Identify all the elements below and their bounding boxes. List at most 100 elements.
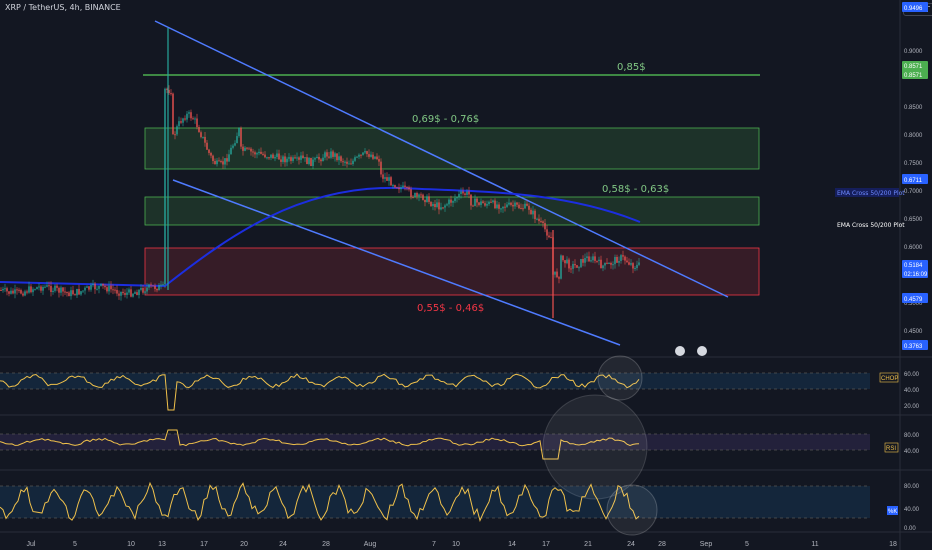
candle-body — [30, 286, 32, 293]
candle-body — [444, 205, 446, 208]
candle-body — [626, 260, 628, 263]
candle-body — [224, 158, 226, 165]
candle-body — [340, 156, 342, 162]
candle-body — [348, 163, 350, 165]
candle-body — [324, 152, 326, 158]
candle-body — [504, 206, 506, 208]
candle-body — [432, 204, 434, 207]
candle-body — [352, 160, 354, 165]
candle-body — [484, 203, 486, 206]
candle-body — [360, 154, 362, 156]
candle-body — [90, 284, 92, 290]
event-flag-icon[interactable] — [697, 346, 707, 356]
candle-body — [282, 156, 284, 162]
rsi-label: RSI — [886, 446, 896, 452]
candle-body — [330, 151, 332, 158]
candle-body — [288, 157, 290, 159]
candle-body — [398, 187, 400, 190]
candle-body — [42, 286, 44, 291]
time-tick: 10 — [127, 541, 135, 548]
candle-body — [320, 159, 322, 162]
time-axis[interactable]: Jul 5 10 13 17 20 24 28 Aug 7 10 14 17 21 24 28 Sep 5 11 18 — [27, 541, 897, 548]
ema-curve — [0, 186, 641, 288]
candle-body — [166, 88, 168, 90]
candle-body — [472, 205, 474, 207]
candle-body — [130, 289, 132, 297]
candle-body — [364, 151, 366, 153]
candle-body — [268, 157, 270, 159]
candle-body — [232, 145, 234, 148]
candle-body — [468, 191, 470, 195]
candle-body — [566, 259, 568, 264]
candle-body — [108, 285, 110, 292]
candle-body — [450, 199, 452, 203]
time-tick: Jul — [27, 541, 36, 548]
candle-body — [578, 267, 580, 269]
candle-body — [226, 158, 228, 162]
candle-body — [548, 235, 550, 238]
stoch-tick-80: 80.00 — [904, 484, 920, 490]
annotation-zone-bottom: 0,55$ - 0,46$ — [417, 303, 484, 314]
candle-body — [126, 292, 128, 295]
candle-body — [380, 161, 382, 175]
ema-legend-b: EMA Cross 50/200 Plot — [837, 222, 905, 229]
candle-body — [634, 267, 636, 269]
candle-body — [498, 204, 500, 209]
candle-body — [248, 148, 250, 150]
candle-body — [2, 288, 4, 291]
candle-body — [40, 286, 42, 291]
candle-body — [242, 146, 244, 151]
tag-top: 0.9496 — [904, 6, 923, 12]
event-flag-icon[interactable] — [675, 346, 685, 356]
candle-body — [346, 161, 348, 164]
chop-tick-60: 60.00 — [904, 372, 920, 378]
candle-body — [582, 258, 584, 263]
candle-body — [362, 152, 364, 155]
candle-body — [28, 286, 30, 293]
candle-body — [376, 156, 378, 160]
candle-body — [326, 152, 328, 157]
candle-body — [100, 283, 102, 286]
candle-body — [608, 263, 610, 265]
time-tick: 14 — [508, 541, 516, 548]
chop-tick-20: 20.00 — [904, 404, 920, 410]
time-tick: 17 — [200, 541, 208, 548]
candle-body — [440, 207, 442, 210]
price-tick: 0.8500 — [904, 105, 923, 111]
price-tick: 0.7000 — [904, 189, 923, 195]
candle-body — [344, 161, 346, 163]
channel-upper-line[interactable] — [154, 20, 729, 298]
candle-body — [252, 151, 254, 153]
time-tick: 24 — [627, 541, 635, 548]
candle-body — [202, 136, 204, 138]
candle-body — [154, 285, 156, 289]
candle-body — [568, 259, 570, 269]
candle-body — [304, 157, 306, 159]
candle-body — [216, 160, 218, 165]
candle-body — [136, 292, 138, 296]
candle-body — [384, 177, 386, 179]
symbol-title[interactable]: XRP / TetherUS, 4h, BINANCE — [5, 3, 121, 12]
price-axis[interactable]: 0.9000 0.8500 0.8000 0.7500 0.7000 0.6500 0.60… — [904, 49, 923, 335]
candle-body — [250, 148, 252, 152]
candle-body — [10, 290, 12, 294]
candle-body — [16, 289, 18, 291]
rsi-tick-80: 80.00 — [904, 433, 920, 439]
candle-body — [280, 159, 282, 162]
candle-body — [292, 157, 294, 161]
candle-body — [308, 157, 310, 165]
time-tick: 13 — [158, 541, 166, 548]
candle-body — [550, 237, 552, 239]
time-tick: Sep — [700, 541, 713, 548]
candle-body — [554, 271, 556, 275]
candle-body — [134, 292, 136, 294]
candle-body — [168, 89, 170, 94]
candle-body — [132, 293, 134, 297]
candle-body — [12, 290, 14, 294]
price-tick: 0.6000 — [904, 245, 923, 251]
candle-body — [474, 198, 476, 207]
candle-body — [190, 112, 192, 119]
channel-lower-line[interactable] — [172, 179, 621, 346]
stoch-tick-40: 40.00 — [904, 507, 920, 513]
